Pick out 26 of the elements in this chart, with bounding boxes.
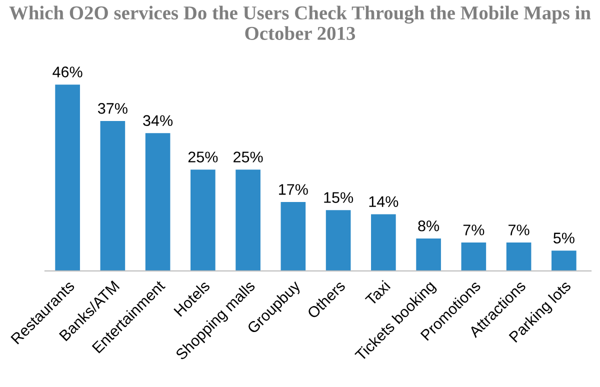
bar <box>506 242 532 271</box>
data-label: 37% <box>98 103 128 114</box>
bar <box>371 214 396 271</box>
bar <box>100 121 126 271</box>
data-label: 5% <box>553 232 574 244</box>
bar <box>55 84 80 271</box>
data-label: 15% <box>324 192 354 203</box>
bar <box>236 170 260 271</box>
bar <box>416 238 441 271</box>
data-label: 14% <box>369 196 398 207</box>
data-label: 7% <box>463 224 484 236</box>
data-label: 25% <box>234 152 263 162</box>
data-label: 8% <box>418 220 440 232</box>
bar <box>461 242 486 271</box>
data-label: 7% <box>508 224 530 236</box>
x-tick-label: Taxi <box>364 280 391 306</box>
bar <box>552 250 576 271</box>
bar <box>326 210 351 271</box>
data-label: 17% <box>279 184 308 195</box>
bar <box>280 202 306 271</box>
data-label: 25% <box>188 152 218 162</box>
chart-title: Which O2O services Do the Users Check Through the Mobile Maps in October 2013 <box>9 6 591 40</box>
bar <box>145 133 170 271</box>
bar <box>190 170 216 271</box>
data-label: 34% <box>143 115 173 126</box>
data-label: 46% <box>52 66 82 78</box>
